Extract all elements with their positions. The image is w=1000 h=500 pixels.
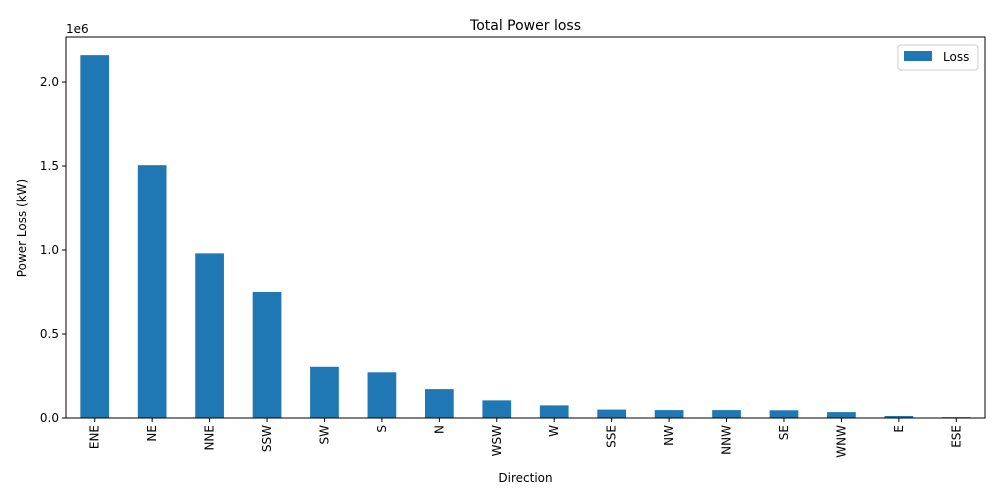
bar-se	[769, 410, 799, 418]
bar-nnw	[712, 410, 741, 418]
x-tick-label: S	[375, 425, 389, 433]
x-tick-label: WNW	[834, 425, 848, 458]
x-tick-label: N	[432, 425, 446, 434]
legend-label: Loss	[943, 50, 969, 64]
bar-wsw	[482, 400, 512, 418]
y-tick-label: 2.0	[40, 75, 59, 89]
y-tick-label: 1.5	[40, 159, 59, 173]
bar-s	[367, 372, 397, 418]
bar-e	[884, 415, 914, 418]
bar-n	[424, 389, 454, 418]
y-tick-label: 0.5	[40, 327, 59, 341]
x-tick-label: SSE	[605, 425, 619, 448]
x-tick-label: SSW	[260, 425, 274, 452]
bar-w	[539, 405, 569, 418]
x-tick-label: NE	[145, 425, 159, 442]
bar-ene	[80, 55, 110, 419]
bars-layer	[80, 55, 971, 419]
y-tick-label: 0.0	[40, 411, 59, 425]
bar-ne	[137, 165, 167, 418]
x-tick-label: W	[547, 425, 561, 437]
bar-wnw	[827, 412, 856, 418]
x-tick-label: ENE	[88, 425, 102, 449]
legend: Loss	[897, 44, 979, 71]
chart-title: Total Power loss	[469, 18, 581, 34]
x-tick-label: SE	[777, 425, 791, 440]
bar-sw	[310, 366, 339, 418]
bar-ssw	[252, 292, 282, 418]
y-tick-label: 1.0	[40, 243, 59, 257]
x-tick-label: E	[892, 425, 906, 433]
x-tick-label: NNE	[203, 425, 217, 451]
x-tick-label: NW	[662, 425, 676, 446]
legend-swatch	[904, 51, 932, 61]
bar-nw	[654, 410, 684, 418]
bar-nne	[195, 253, 224, 418]
y-axis-label: Power Loss (kW)	[15, 179, 29, 277]
x-tick-label: NNW	[720, 425, 734, 455]
plot-frame	[65, 36, 986, 419]
bar-sse	[597, 409, 627, 418]
axes-layer: ENE NE NNE SSW SW S N WSW W SSE NW NNW SE WNW E ESE 0.0 0…	[40, 36, 986, 458]
x-axis-label: Direction	[498, 471, 552, 485]
x-tick-label: ESE	[949, 425, 963, 448]
y-offset-label: 1e6	[66, 22, 89, 36]
x-tick-label: SW	[317, 425, 331, 445]
x-tick-label: WSW	[490, 425, 504, 456]
